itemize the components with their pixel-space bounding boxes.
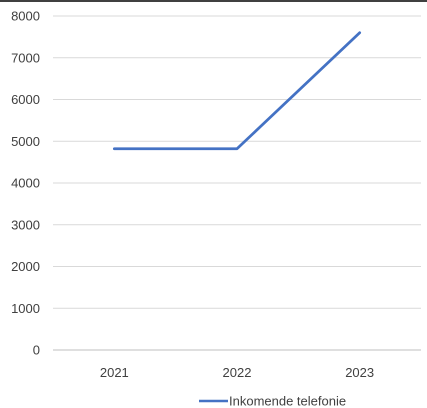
legend-label: Inkomende telefonie	[229, 394, 346, 408]
x-axis: 2021 2022 2023	[100, 365, 374, 380]
legend: Inkomende telefonie	[199, 394, 346, 408]
y-tick-label: 7000	[11, 50, 40, 65]
y-tick-label: 1000	[11, 301, 40, 316]
y-tick-label: 3000	[11, 217, 40, 232]
y-tick-label: 6000	[11, 92, 40, 107]
series-line	[112, 31, 362, 151]
y-tick-label: 0	[33, 343, 40, 358]
y-axis: 0 1000 2000 3000 4000 5000 6000 7000 8000	[11, 9, 40, 358]
x-tick-label: 2021	[100, 365, 129, 380]
y-tick-label: 4000	[11, 176, 40, 191]
x-tick-label: 2023	[345, 365, 374, 380]
gridlines	[53, 15, 421, 351]
y-tick-label: 2000	[11, 259, 40, 274]
series-group	[112, 31, 362, 151]
y-tick-label: 8000	[11, 9, 40, 24]
y-tick-label: 5000	[11, 134, 40, 149]
x-tick-label: 2022	[223, 365, 252, 380]
